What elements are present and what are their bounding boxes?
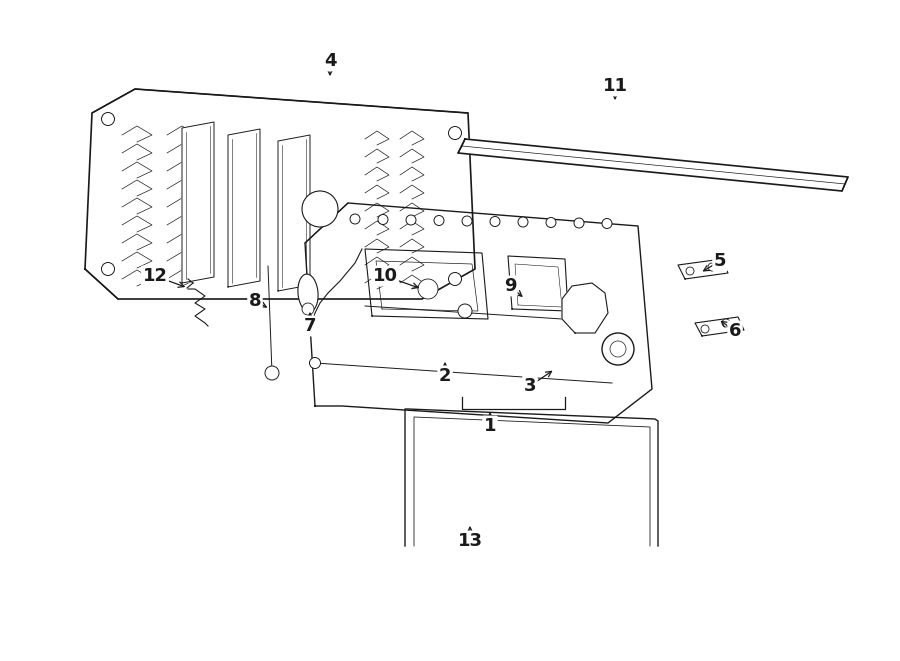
Text: 12: 12: [142, 267, 167, 285]
Circle shape: [722, 319, 730, 327]
Circle shape: [406, 215, 416, 225]
Ellipse shape: [298, 274, 318, 312]
Polygon shape: [508, 256, 568, 311]
Text: 8: 8: [248, 292, 261, 310]
Circle shape: [686, 267, 694, 275]
Polygon shape: [695, 317, 744, 336]
Circle shape: [418, 279, 438, 299]
Polygon shape: [85, 89, 475, 299]
Circle shape: [265, 366, 279, 380]
Circle shape: [448, 126, 462, 139]
Text: 4: 4: [324, 52, 337, 70]
Text: 6: 6: [729, 322, 742, 340]
Circle shape: [701, 325, 709, 333]
Circle shape: [490, 217, 500, 227]
Circle shape: [518, 217, 528, 227]
Circle shape: [602, 219, 612, 229]
Circle shape: [302, 303, 314, 315]
Polygon shape: [376, 261, 478, 311]
Polygon shape: [278, 135, 310, 291]
Circle shape: [378, 215, 388, 225]
Circle shape: [458, 304, 472, 318]
Text: 11: 11: [602, 77, 627, 95]
Circle shape: [708, 263, 716, 271]
Circle shape: [574, 218, 584, 228]
Text: 5: 5: [714, 252, 726, 270]
Circle shape: [546, 217, 556, 227]
Polygon shape: [562, 283, 608, 333]
Polygon shape: [678, 259, 728, 279]
Circle shape: [102, 112, 114, 126]
Circle shape: [448, 272, 462, 286]
Text: 9: 9: [504, 277, 517, 295]
Text: 3: 3: [524, 377, 536, 395]
Circle shape: [434, 215, 444, 225]
Polygon shape: [305, 203, 652, 423]
Circle shape: [310, 358, 320, 368]
Text: 2: 2: [439, 367, 451, 385]
Text: 1: 1: [484, 417, 496, 435]
Polygon shape: [458, 139, 848, 191]
Circle shape: [602, 333, 634, 365]
Text: 7: 7: [304, 317, 316, 335]
Circle shape: [350, 214, 360, 224]
Circle shape: [302, 191, 338, 227]
Text: 13: 13: [457, 532, 482, 550]
Polygon shape: [365, 249, 488, 319]
Text: 10: 10: [373, 267, 398, 285]
Circle shape: [102, 262, 114, 276]
Polygon shape: [182, 122, 214, 283]
Circle shape: [462, 216, 472, 226]
Polygon shape: [228, 129, 260, 287]
